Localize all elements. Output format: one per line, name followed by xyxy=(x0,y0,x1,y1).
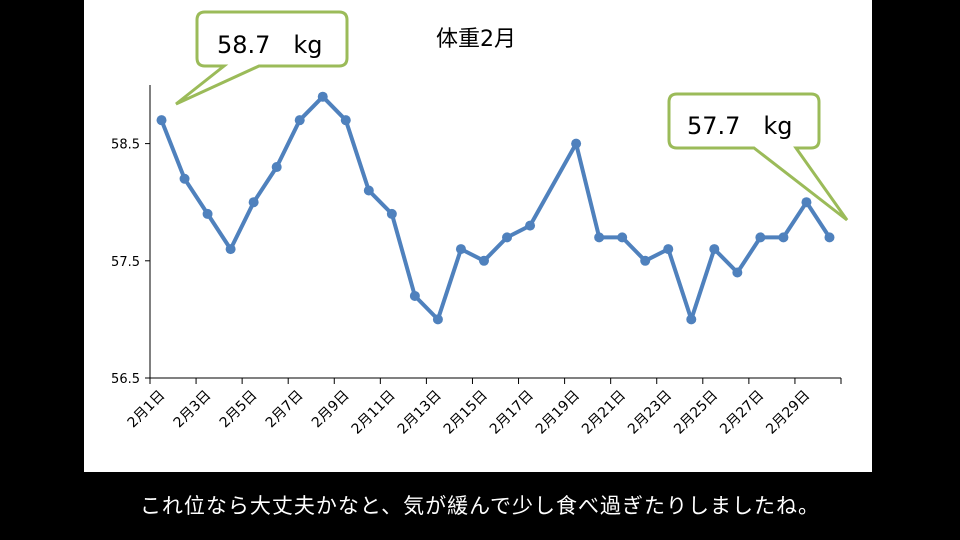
data-point xyxy=(271,162,282,173)
data-point xyxy=(732,267,743,278)
data-point xyxy=(525,220,536,231)
chart-panel: 56.5 57.5 58.5 2月1日 2月3日 2月5日 2月7日 2月9日 2月11日 2月… xyxy=(84,0,872,472)
caption: これ位なら大丈夫かなと、気が緩んで少し食べ過ぎたりしましたね。 xyxy=(139,494,821,518)
data-point xyxy=(686,314,697,325)
data-point xyxy=(179,173,190,184)
data-point xyxy=(663,244,674,255)
data-point xyxy=(317,91,328,102)
data-point xyxy=(340,115,351,126)
data-point xyxy=(386,208,397,219)
x-tick-label: 2月11日 xyxy=(349,388,399,438)
y-tick-label: 57.5 xyxy=(111,255,140,270)
x-tick-label: 2月9日 xyxy=(309,388,353,432)
data-point xyxy=(363,185,374,196)
x-tick-label: 2月25日 xyxy=(671,388,721,438)
data-point xyxy=(571,138,582,149)
x-tick-label: 2月3日 xyxy=(171,388,215,432)
x-tick-label: 2月21日 xyxy=(579,388,629,438)
x-tick-label: 2月27日 xyxy=(717,388,767,438)
data-point xyxy=(294,115,305,126)
axes xyxy=(149,85,841,379)
series-points xyxy=(156,91,835,325)
callout-max-shape xyxy=(175,10,349,106)
data-point xyxy=(502,232,513,243)
data-point xyxy=(478,255,489,266)
x-tick-label: 2月1日 xyxy=(125,388,169,432)
x-tick-label: 2月29日 xyxy=(763,388,813,438)
y-tick-label: 58.5 xyxy=(111,138,140,153)
x-tick-label: 2月17日 xyxy=(487,388,537,438)
data-point xyxy=(778,232,789,243)
x-tick-label: 2月13日 xyxy=(395,388,445,438)
data-point xyxy=(156,115,167,126)
x-tick-label: 2月15日 xyxy=(441,388,491,438)
data-point xyxy=(617,232,628,243)
data-point xyxy=(824,232,835,243)
data-point xyxy=(432,314,443,325)
callout-max: 58.7 kg xyxy=(175,10,349,106)
data-point xyxy=(709,244,720,255)
data-point xyxy=(640,255,651,266)
data-point xyxy=(248,197,259,208)
y-tick-label: 56.5 xyxy=(111,372,140,387)
chart-title: 体重2月 xyxy=(436,27,516,52)
data-point xyxy=(202,208,213,219)
data-point xyxy=(455,244,466,255)
x-ticks: 2月1日 2月3日 2月5日 2月7日 2月9日2月11日2月13日2月15日2月17日… xyxy=(125,378,842,438)
x-tick-label: 2月23日 xyxy=(625,388,675,438)
x-tick-label: 2月5日 xyxy=(217,388,261,432)
data-point xyxy=(755,232,766,243)
data-point xyxy=(225,244,236,255)
weight-line-chart: 56.557.558.5 2月1日 2月3日 2月5日 2月7日 2月9日2月11日2月… xyxy=(111,10,849,438)
x-tick-label: 2月7日 xyxy=(263,388,307,432)
callout-end: 57.7 kg xyxy=(667,92,849,222)
data-point xyxy=(801,197,812,208)
callout-end-shape xyxy=(667,92,849,222)
x-tick-label: 2月19日 xyxy=(533,388,583,438)
y-ticks: 56.5 57.5 58.5 xyxy=(111,138,150,387)
data-point xyxy=(409,290,420,301)
callout-end-text: 57.7 kg xyxy=(687,112,792,140)
data-point xyxy=(594,232,605,243)
callout-max-text: 58.7 kg xyxy=(217,31,322,59)
